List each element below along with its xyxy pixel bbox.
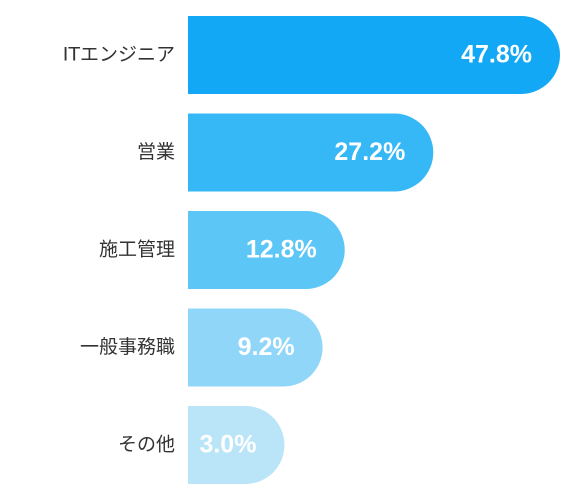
value-label: 3.0%: [199, 431, 256, 459]
value-label: 12.8%: [246, 236, 317, 264]
category-label: 一般事務職: [80, 336, 175, 358]
category-label: その他: [118, 434, 175, 456]
category-label: 営業: [137, 141, 175, 163]
bar: [188, 406, 285, 484]
category-label: ITエンジニア: [63, 44, 175, 66]
value-label: 9.2%: [238, 333, 295, 361]
value-label: 27.2%: [334, 138, 405, 166]
bar: [188, 16, 560, 94]
bar: [188, 308, 323, 387]
category-label: 施工管理: [99, 239, 175, 261]
bar: [188, 113, 434, 192]
value-label: 47.8%: [461, 41, 532, 69]
bar: [188, 211, 345, 289]
